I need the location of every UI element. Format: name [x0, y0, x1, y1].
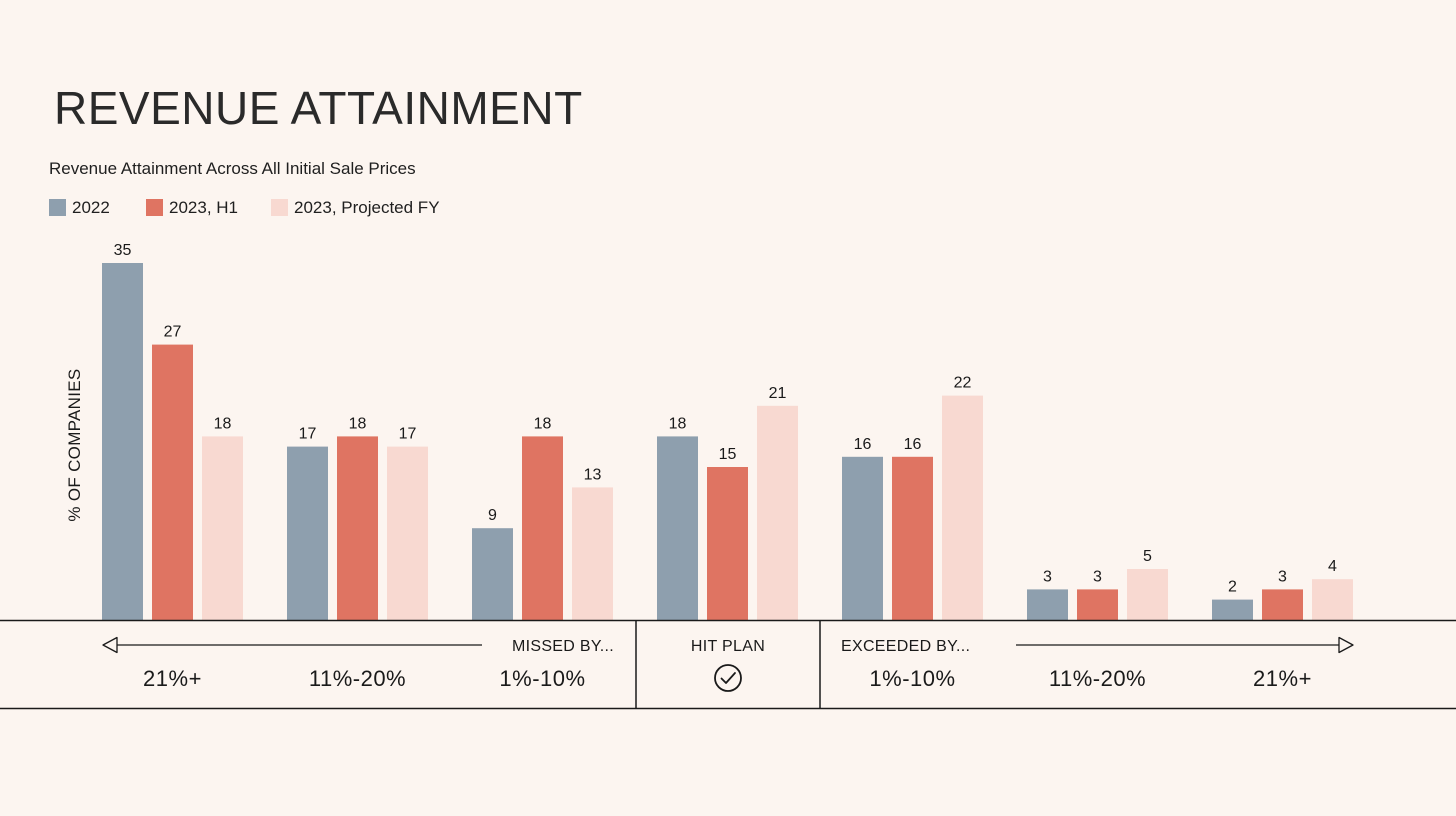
bar-2022-group-7	[1212, 599, 1253, 620]
category-label-6: 11%-20%	[1049, 666, 1146, 691]
data-label-2022-group-1: 35	[114, 242, 132, 259]
data-label-2022-group-4: 18	[669, 415, 687, 432]
data-label-2023-projected-group-3: 13	[584, 466, 602, 483]
y-axis-label: % OF COMPANIES	[65, 368, 84, 521]
data-label-2023-projected-group-2: 17	[399, 426, 417, 443]
data-label-2023-h1-group-1: 27	[164, 324, 182, 341]
category-label-2: 11%-20%	[309, 666, 406, 691]
legend-swatch-2023-projected	[271, 199, 288, 216]
data-label-2023-h1-group-2: 18	[349, 415, 367, 432]
bar-2022-group-2	[287, 446, 328, 620]
data-label-2023-h1-group-4: 15	[719, 446, 737, 463]
bar-2022-group-6	[1027, 589, 1068, 620]
bar-2023-projected-group-5	[942, 395, 983, 620]
bar-2023-projected-group-1	[202, 436, 243, 620]
check-circle-icon	[714, 664, 742, 692]
bar-2023-projected-group-4	[757, 405, 798, 620]
data-label-2023-projected-group-6: 5	[1143, 548, 1152, 565]
bar-2023-h1-group-4	[707, 467, 748, 620]
data-label-2022-group-7: 2	[1228, 579, 1237, 596]
legend-label-2023-projected: 2023, Projected FY	[294, 198, 440, 217]
bar-2023-projected-group-7	[1312, 579, 1353, 620]
category-label-7: 21%+	[1253, 666, 1312, 691]
data-label-2022-group-3: 9	[488, 507, 497, 524]
data-label-2023-projected-group-7: 4	[1328, 558, 1337, 575]
bar-2023-projected-group-3	[572, 487, 613, 620]
bar-2022-group-4	[657, 436, 698, 620]
bar-2023-h1-group-1	[152, 344, 193, 620]
bar-2023-h1-group-7	[1262, 589, 1303, 620]
bar-2023-h1-group-5	[892, 456, 933, 620]
category-label-3: 1%-10%	[499, 666, 585, 691]
bar-2022-group-5	[842, 456, 883, 620]
hit-plan-label: HIT PLAN	[691, 638, 765, 655]
legend-swatch-2023-h1	[146, 199, 163, 216]
data-label-2022-group-6: 3	[1043, 568, 1052, 585]
bar-2022-group-1	[102, 263, 143, 620]
data-label-2022-group-2: 17	[299, 426, 317, 443]
exceeded-by-label: EXCEEDED BY...	[841, 638, 970, 655]
data-label-2023-h1-group-6: 3	[1093, 568, 1102, 585]
category-label-5: 1%-10%	[869, 666, 955, 691]
bar-2022-group-3	[472, 528, 513, 620]
bars-layer	[102, 263, 1353, 620]
data-label-2022-group-5: 16	[854, 436, 872, 453]
category-labels-layer: 21%+ 11%-20% 1%-10% 1%-10% 11%-20% 21%+	[143, 666, 1312, 691]
data-label-2023-projected-group-4: 21	[769, 385, 787, 402]
data-label-2023-projected-group-1: 18	[214, 415, 232, 432]
category-label-1: 21%+	[143, 666, 202, 691]
bar-2023-h1-group-6	[1077, 589, 1118, 620]
missed-arrow	[102, 636, 482, 654]
legend-label-2023-h1: 2023, H1	[169, 198, 238, 217]
bar-2023-h1-group-2	[337, 436, 378, 620]
bar-2023-projected-group-2	[387, 446, 428, 620]
missed-by-label: MISSED BY...	[512, 638, 614, 655]
bar-2023-projected-group-6	[1127, 569, 1168, 620]
data-label-2023-projected-group-5: 22	[954, 375, 972, 392]
page-title: REVENUE ATTAINMENT	[54, 82, 583, 134]
data-label-2023-h1-group-7: 3	[1278, 568, 1287, 585]
legend-label-2022: 2022	[72, 198, 110, 217]
data-label-2023-h1-group-5: 16	[904, 436, 922, 453]
chart-subtitle: Revenue Attainment Across All Initial Sa…	[49, 159, 416, 178]
data-label-2023-h1-group-3: 18	[534, 415, 552, 432]
bar-2023-h1-group-3	[522, 436, 563, 620]
exceeded-arrow	[1016, 636, 1354, 654]
legend-swatch-2022	[49, 199, 66, 216]
